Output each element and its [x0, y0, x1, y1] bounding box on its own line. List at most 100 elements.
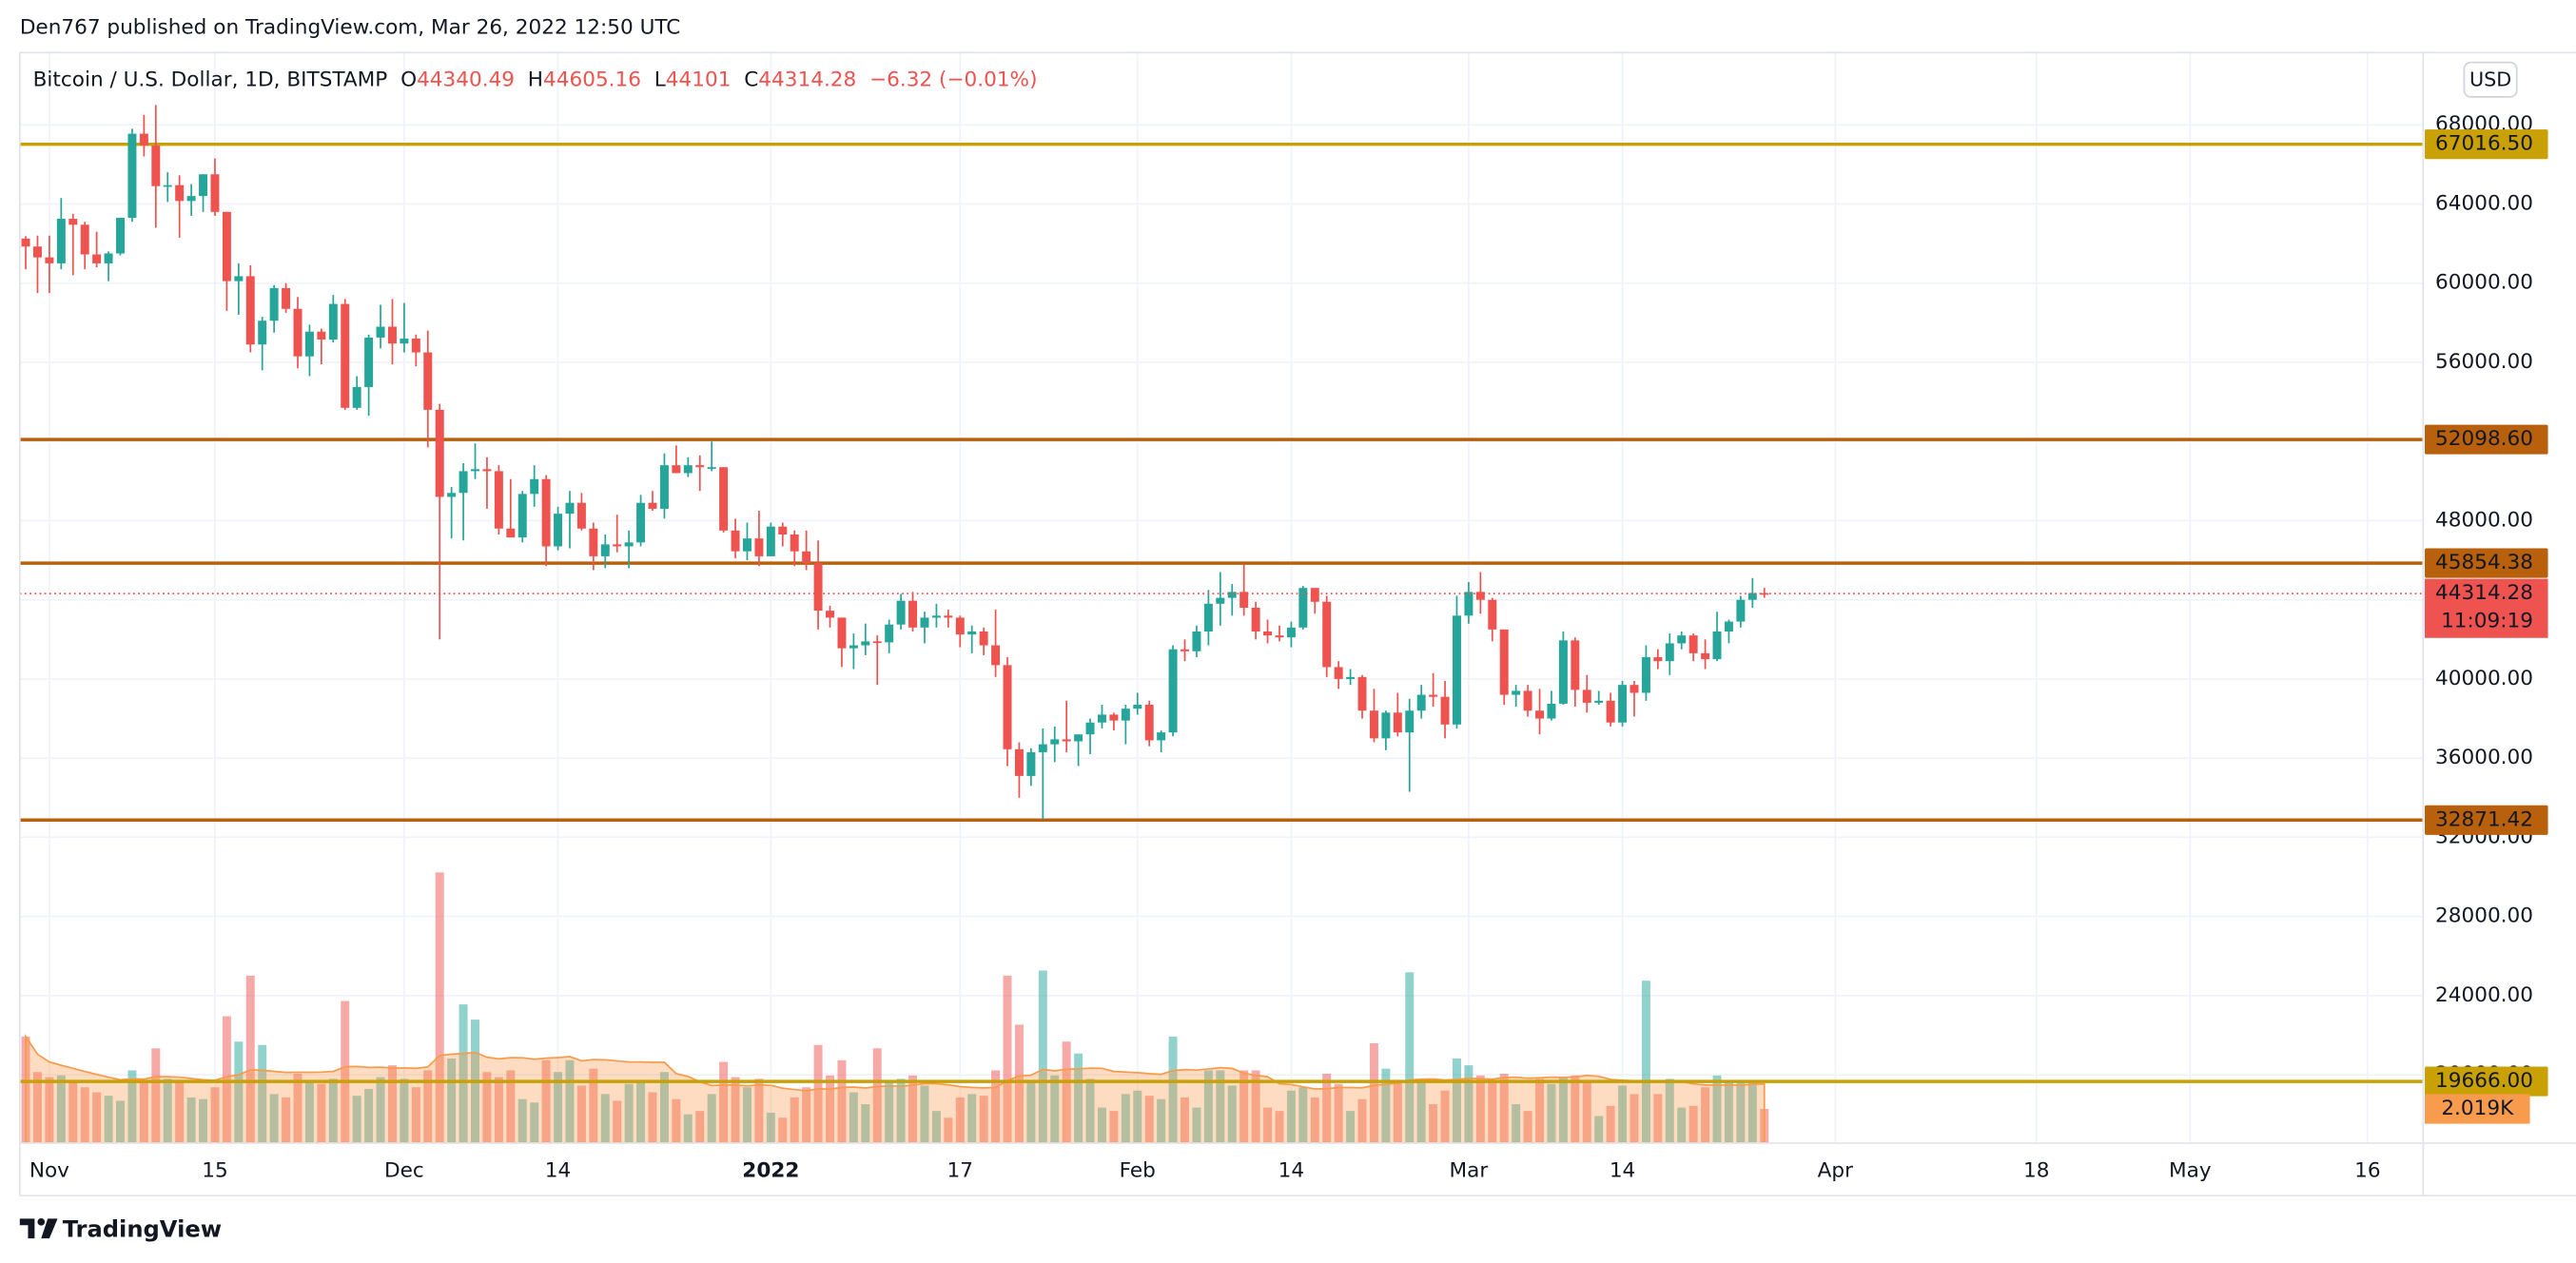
x-tick-label: 14: [1610, 1158, 1635, 1182]
volume-bar: [1381, 1068, 1391, 1143]
volume-bar: [32, 1072, 42, 1143]
candle-body: [210, 174, 220, 212]
candle-body: [1429, 694, 1438, 697]
volume-bar: [707, 1094, 716, 1143]
candle-body: [411, 338, 420, 353]
candle-body: [778, 526, 788, 535]
currency-button[interactable]: [2463, 61, 2518, 98]
volume-bar: [731, 1077, 740, 1143]
candle-body: [1322, 601, 1332, 668]
x-tick-label: Feb: [1120, 1158, 1156, 1182]
volume-ma-area: [25, 1034, 1766, 1144]
brand: TradingView: [63, 1215, 222, 1242]
candle-body: [494, 471, 503, 529]
volume-bar: [186, 1097, 196, 1143]
volume-bar: [1157, 1098, 1166, 1143]
volume-bar: [435, 872, 444, 1143]
volume-bar: [766, 1112, 775, 1143]
volume-bar: [636, 1080, 646, 1143]
volume-bar: [234, 1041, 244, 1143]
volume-bar: [1665, 1078, 1674, 1143]
volume-bar: [1050, 1075, 1060, 1143]
level-tag-label: 19666.00: [2435, 1069, 2533, 1093]
y-tick-label: 28000.00: [2435, 904, 2533, 928]
candle-body: [258, 321, 267, 345]
volume-bar: [175, 1081, 185, 1143]
candle-body: [885, 624, 894, 643]
volume-bar: [600, 1094, 610, 1143]
volume-bar: [127, 1070, 137, 1143]
candle-body: [1488, 599, 1497, 630]
volume-bar: [1618, 1085, 1628, 1143]
candle-body: [1653, 657, 1663, 662]
volume-bar: [1097, 1107, 1106, 1143]
volume-bar: [1677, 1107, 1687, 1143]
candle-body: [1381, 712, 1391, 739]
volume-bar: [967, 1094, 977, 1143]
volume-tag-label: 2.019K: [2441, 1097, 2514, 1120]
candle-body: [659, 465, 669, 509]
publish-note: Den767 published on TradingView.com, Mar…: [20, 15, 681, 39]
volume-bar: [1168, 1036, 1178, 1143]
volume-bar: [506, 1070, 516, 1143]
volume-bar: [849, 1092, 858, 1143]
candle-body: [1523, 690, 1532, 711]
price-tag: [2425, 578, 2548, 638]
volume-bar: [387, 1065, 397, 1143]
volume-bar: [1026, 1081, 1036, 1143]
legend-close: 44314.28: [758, 68, 856, 92]
candle-body: [245, 276, 255, 345]
volume-bar: [139, 1081, 148, 1143]
volume-bar: [1653, 1094, 1663, 1143]
candle-body: [151, 146, 161, 186]
volume-bar: [210, 1087, 220, 1143]
candle-body: [1582, 690, 1591, 703]
candle-body: [624, 542, 634, 547]
volume-bar: [1062, 1041, 1071, 1143]
currency[interactable]: USD: [2469, 68, 2511, 91]
volume-bar: [423, 1070, 433, 1143]
volume-bar: [1014, 1024, 1024, 1143]
level-tag: [2425, 548, 2548, 578]
y-tick-label: 24000.00: [2435, 983, 2533, 1007]
level-tag: [2425, 129, 2548, 160]
volume-bar: [151, 1048, 161, 1143]
candle-body: [387, 326, 397, 344]
volume-bar: [1121, 1094, 1130, 1143]
candle-body: [459, 471, 468, 494]
candle-body: [1097, 714, 1106, 723]
legend-open: 44340.49: [417, 68, 515, 92]
volume-bar: [896, 1078, 906, 1143]
candle-body: [282, 287, 291, 309]
candle-body: [554, 514, 563, 547]
level-tag: [2425, 1066, 2548, 1097]
y-tick-label: 60000.00: [2435, 271, 2533, 295]
volume-bar: [1369, 1042, 1378, 1143]
candle-body: [222, 211, 231, 282]
candle-body: [1050, 739, 1060, 745]
candle-body: [1464, 592, 1473, 616]
volume-bar: [482, 1072, 492, 1143]
candle-body: [199, 174, 208, 197]
candle-body: [589, 528, 598, 556]
candle-body: [1038, 744, 1047, 752]
candle-body: [576, 502, 586, 529]
volume-bar: [282, 1097, 291, 1143]
volume-bar: [269, 1094, 279, 1143]
volume-bar: [45, 1077, 54, 1143]
volume-bar: [1109, 1111, 1119, 1143]
volume-bar: [872, 1048, 882, 1143]
candle-body: [790, 534, 799, 552]
volume-bar: [1181, 1097, 1190, 1143]
candle-body: [541, 478, 551, 547]
candle-body: [471, 469, 479, 472]
volume-bar: [1286, 1090, 1296, 1143]
candle-body: [1440, 696, 1450, 725]
candle-body: [944, 615, 953, 618]
volume-bar: [364, 1089, 374, 1143]
volume-bar: [1499, 1074, 1509, 1143]
candle-body: [742, 538, 751, 552]
candle-body: [163, 185, 172, 187]
volume-bar: [813, 1044, 823, 1143]
